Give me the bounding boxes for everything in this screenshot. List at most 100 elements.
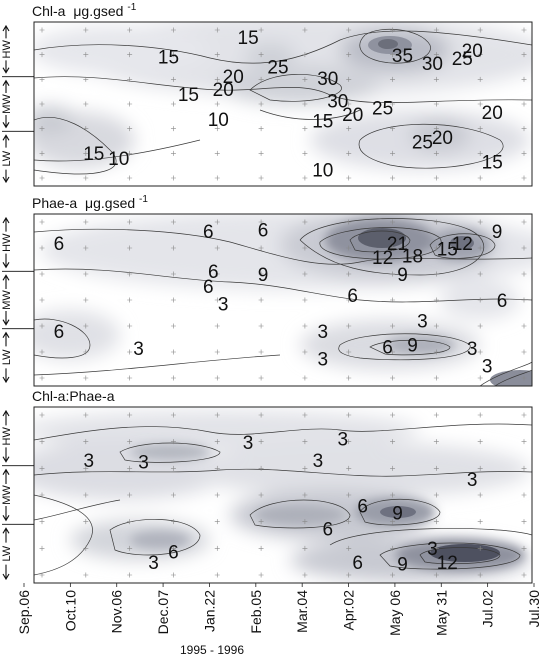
- grid-marker: [521, 27, 527, 33]
- grid-marker: [433, 219, 439, 225]
- contour-label: 3: [243, 433, 254, 454]
- grid-marker: [477, 519, 483, 525]
- grid-marker: [258, 412, 264, 418]
- grid-marker: [127, 323, 133, 329]
- grid-marker: [127, 271, 133, 277]
- contour-label: 3: [318, 322, 329, 343]
- grid-marker: [302, 76, 308, 82]
- grid-marker: [83, 101, 89, 107]
- grid-marker: [477, 349, 483, 355]
- grid-marker: [39, 27, 45, 33]
- grid-marker: [258, 126, 264, 132]
- grid-marker: [433, 52, 439, 58]
- grid-marker: [170, 175, 176, 181]
- grid-marker: [214, 101, 220, 107]
- grid-marker: [302, 492, 308, 498]
- contour-label: 9: [258, 265, 269, 286]
- grid-marker: [346, 519, 352, 525]
- grid-marker: [302, 52, 308, 58]
- grid-marker: [302, 545, 308, 551]
- zone-arrow: [2, 24, 10, 74]
- grid-marker: [39, 492, 45, 498]
- grid-marker: [477, 175, 483, 181]
- contour-label: 20: [482, 103, 503, 124]
- grid-marker: [390, 219, 396, 225]
- grid-marker: [390, 150, 396, 156]
- contour-label: 6: [203, 277, 214, 298]
- grid-marker: [521, 76, 527, 82]
- grid-marker: [214, 375, 220, 381]
- grid-marker: [258, 545, 264, 551]
- x-tick-label: Dec.07: [155, 590, 171, 635]
- grid-marker: [170, 271, 176, 277]
- grid-marker: [477, 412, 483, 418]
- grid-marker: [214, 492, 220, 498]
- zone-label-mw: MW: [1, 94, 13, 114]
- grid-marker: [39, 76, 45, 82]
- grid-marker: [346, 271, 352, 277]
- grid-marker: [521, 219, 527, 225]
- grid-marker: [83, 465, 89, 471]
- zone-arrow: [2, 409, 10, 463]
- sampling-grid-ratio: [39, 412, 527, 578]
- grid-marker: [521, 323, 527, 329]
- x-tick-label: May 06: [387, 590, 403, 636]
- grid-marker: [258, 27, 264, 33]
- grid-marker: [258, 439, 264, 445]
- grid-marker: [214, 175, 220, 181]
- grid-marker: [302, 271, 308, 277]
- contour-label: 6: [208, 262, 219, 283]
- grid-marker: [390, 375, 396, 381]
- grid-marker: [258, 150, 264, 156]
- grid-marker: [433, 545, 439, 551]
- grid-marker: [433, 175, 439, 181]
- grid-marker: [170, 572, 176, 578]
- contour-label: 6: [258, 221, 269, 242]
- grid-marker: [433, 150, 439, 156]
- contour-label: 3: [218, 294, 229, 315]
- zone-arrow: [2, 134, 10, 184]
- grid-marker: [170, 375, 176, 381]
- grid-marker: [170, 27, 176, 33]
- grid-marker: [83, 126, 89, 132]
- grid-marker: [214, 297, 220, 303]
- contour-field-phae-a: [34, 214, 532, 386]
- grid-marker: [170, 349, 176, 355]
- grid-marker: [127, 465, 133, 471]
- grid-marker: [170, 492, 176, 498]
- grid-marker: [258, 349, 264, 355]
- grid-marker: [521, 572, 527, 578]
- grid-marker: [346, 52, 352, 58]
- sampling-grid-phae-a: [39, 219, 527, 381]
- grid-marker: [170, 245, 176, 251]
- x-tick-label: Jul.02: [480, 590, 496, 628]
- panel-title-phae-a: Phae-a μg.gsed -1: [32, 194, 148, 211]
- contour-label: 3: [84, 451, 95, 472]
- grid-marker: [346, 76, 352, 82]
- grid-marker: [170, 323, 176, 329]
- grid-marker: [477, 126, 483, 132]
- grid-marker: [477, 219, 483, 225]
- contour-label: 12: [452, 234, 473, 255]
- grid-marker: [346, 245, 352, 251]
- contour-label: 3: [313, 451, 324, 472]
- contour-label: 20: [462, 41, 483, 62]
- contour-label: 6: [54, 322, 65, 343]
- grid-marker: [83, 271, 89, 277]
- grid-marker: [170, 465, 176, 471]
- grid-marker: [390, 101, 396, 107]
- contour-label: 15: [158, 47, 179, 68]
- contour-label: 3: [467, 339, 478, 360]
- grid-marker: [521, 439, 527, 445]
- contour-label: 15: [83, 144, 104, 165]
- grid-marker: [170, 439, 176, 445]
- grid-marker: [433, 323, 439, 329]
- zone-arrow: [2, 216, 10, 269]
- contour-label: 6: [347, 286, 358, 307]
- grid-marker: [521, 175, 527, 181]
- grid-marker: [477, 101, 483, 107]
- grid-marker: [214, 545, 220, 551]
- grid-marker: [477, 465, 483, 471]
- grid-marker: [170, 126, 176, 132]
- grid-marker: [83, 175, 89, 181]
